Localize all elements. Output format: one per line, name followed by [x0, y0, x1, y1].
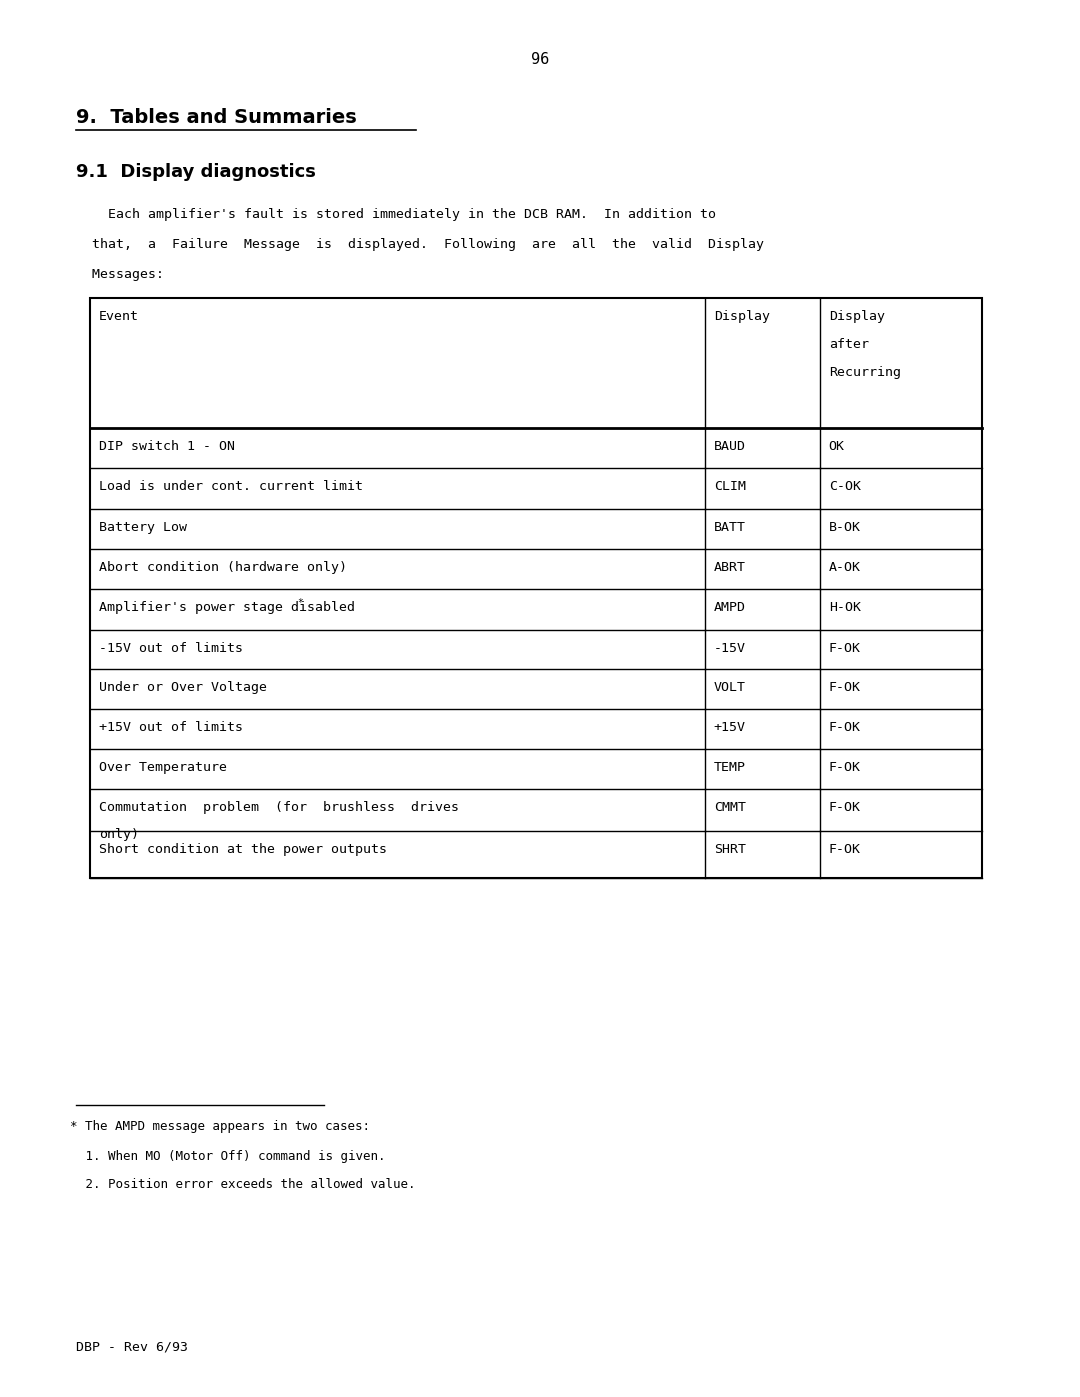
- Text: AMPD: AMPD: [714, 601, 745, 615]
- Text: 96: 96: [531, 52, 549, 67]
- Text: TEMP: TEMP: [714, 761, 745, 774]
- Text: after: after: [828, 338, 868, 351]
- Text: -15V: -15V: [714, 643, 745, 655]
- Text: Load is under cont. current limit: Load is under cont. current limit: [98, 481, 363, 493]
- Text: 9.  Tables and Summaries: 9. Tables and Summaries: [76, 108, 356, 127]
- Text: F-OK: F-OK: [828, 680, 861, 694]
- Text: DBP - Rev 6/93: DBP - Rev 6/93: [76, 1340, 188, 1354]
- Text: Battery Low: Battery Low: [98, 521, 187, 534]
- Text: *: *: [297, 598, 303, 608]
- Text: CMMT: CMMT: [714, 800, 745, 814]
- Text: F-OK: F-OK: [828, 842, 861, 856]
- Text: Recurring: Recurring: [828, 366, 901, 379]
- Text: VOLT: VOLT: [714, 680, 745, 694]
- Text: Display: Display: [714, 310, 770, 323]
- Text: -15V out of limits: -15V out of limits: [98, 643, 243, 655]
- Text: Short condition at the power outputs: Short condition at the power outputs: [98, 842, 387, 856]
- Text: F-OK: F-OK: [828, 761, 861, 774]
- Text: 9.1  Display diagnostics: 9.1 Display diagnostics: [76, 163, 315, 182]
- Text: Commutation  problem  (for  brushless  drives: Commutation problem (for brushless drive…: [98, 800, 459, 814]
- Text: Display: Display: [828, 310, 885, 323]
- Text: * The AMPD message appears in two cases:: * The AMPD message appears in two cases:: [70, 1120, 370, 1133]
- Text: Event: Event: [98, 310, 138, 323]
- Text: OK: OK: [828, 440, 845, 453]
- Text: BAUD: BAUD: [714, 440, 745, 453]
- Text: F-OK: F-OK: [828, 721, 861, 733]
- Text: H-OK: H-OK: [828, 601, 861, 615]
- Text: SHRT: SHRT: [714, 842, 745, 856]
- Text: 2. Position error exceeds the allowed value.: 2. Position error exceeds the allowed va…: [78, 1178, 415, 1192]
- Text: F-OK: F-OK: [828, 643, 861, 655]
- Text: Under or Over Voltage: Under or Over Voltage: [98, 680, 267, 694]
- Text: 1. When MO (Motor Off) command is given.: 1. When MO (Motor Off) command is given.: [78, 1150, 386, 1162]
- Text: C-OK: C-OK: [828, 481, 861, 493]
- Text: Each amplifier's fault is stored immediately in the DCB RAM.  In addition to: Each amplifier's fault is stored immedia…: [76, 208, 716, 221]
- Text: B-OK: B-OK: [828, 521, 861, 534]
- Text: DIP switch 1 - ON: DIP switch 1 - ON: [98, 440, 234, 453]
- Text: Amplifier's power stage disabled: Amplifier's power stage disabled: [98, 601, 354, 615]
- Text: CLIM: CLIM: [714, 481, 745, 493]
- Text: +15V out of limits: +15V out of limits: [98, 721, 243, 733]
- Text: only): only): [98, 828, 138, 841]
- Text: that,  a  Failure  Message  is  displayed.  Following  are  all  the  valid  Dis: that, a Failure Message is displayed. Fo…: [76, 237, 764, 251]
- Text: BATT: BATT: [714, 521, 745, 534]
- Text: Over Temperature: Over Temperature: [98, 761, 227, 774]
- Text: +15V: +15V: [714, 721, 745, 733]
- Text: Messages:: Messages:: [76, 268, 163, 281]
- Text: F-OK: F-OK: [828, 800, 861, 814]
- Text: A-OK: A-OK: [828, 562, 861, 574]
- Text: Abort condition (hardware only): Abort condition (hardware only): [98, 562, 347, 574]
- Text: ABRT: ABRT: [714, 562, 745, 574]
